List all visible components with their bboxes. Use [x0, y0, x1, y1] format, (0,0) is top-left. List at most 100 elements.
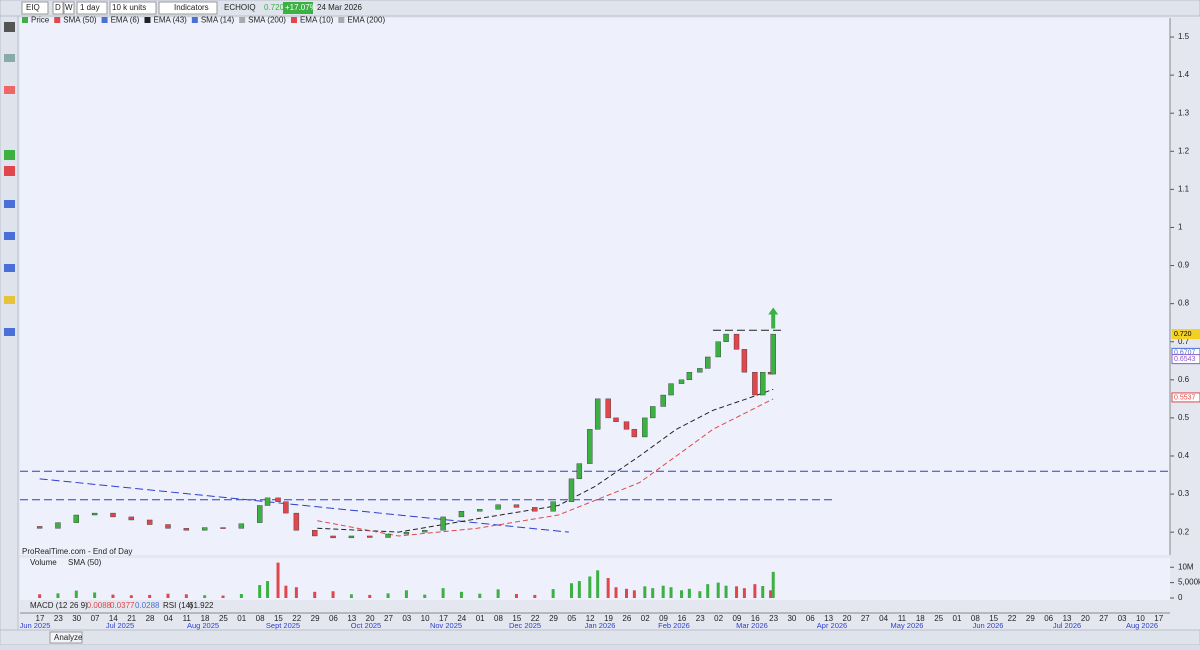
rsi-label: RSI (14) [163, 601, 193, 610]
month-label: Mar 2026 [736, 621, 768, 630]
candle-body [264, 497, 271, 506]
tool-icon[interactable] [4, 328, 15, 336]
volume-bar [38, 594, 42, 598]
candle-body [550, 501, 556, 512]
volume-bar [129, 595, 133, 598]
month-label: Sept 2025 [266, 621, 300, 630]
x-tick-label: 16 [677, 614, 686, 623]
month-label: Feb 2026 [658, 621, 690, 630]
y-tick-label: 1.4 [1178, 70, 1190, 79]
volume-bar [569, 583, 573, 598]
tool-icon[interactable] [4, 296, 15, 304]
volume-bar [669, 587, 673, 598]
candle-body [477, 509, 483, 512]
candle-body [660, 394, 666, 407]
tool-icon[interactable] [4, 232, 15, 240]
moving-average [317, 388, 774, 533]
candle-body [367, 535, 373, 538]
x-tick-label: 14 [109, 614, 118, 623]
daily-button[interactable] [52, 1, 64, 15]
candle-body [723, 333, 729, 342]
tool-icon[interactable] [4, 22, 15, 32]
price-tag-label: 0.6543 [1174, 356, 1196, 363]
x-tick-label: 08 [494, 614, 503, 623]
weekly-button[interactable] [63, 1, 75, 15]
x-tick-label: 06 [1044, 614, 1053, 623]
candle-body [568, 478, 575, 502]
month-label: Nov 2025 [430, 621, 462, 630]
x-tick-label: 20 [366, 614, 375, 623]
x-tick-label: 22 [292, 614, 301, 623]
price-tag [1171, 329, 1200, 340]
candle-body [613, 417, 619, 422]
indicators-box[interactable] [158, 1, 218, 15]
candle-body [183, 528, 190, 531]
price-tag [1171, 392, 1200, 403]
candle-body [312, 530, 318, 537]
analyze-button[interactable] [49, 631, 83, 644]
price-panel [20, 18, 1170, 555]
x-tick-label: 26 [622, 614, 631, 623]
left-toolbar [0, 15, 19, 631]
candle-body [36, 526, 43, 529]
legend-entry: SMA (14) [201, 16, 235, 25]
volume-bar [496, 589, 500, 598]
units: 10 k units [112, 3, 146, 12]
x-tick-label: 04 [164, 614, 173, 623]
volume-bar [724, 585, 728, 598]
candle-body [668, 383, 674, 396]
x-tick-label: 10 [421, 614, 430, 623]
tool-icon[interactable] [4, 166, 15, 176]
candle-body [128, 516, 135, 521]
month-label: Jan 2026 [585, 621, 616, 630]
volume-bar [423, 594, 427, 598]
volume-bar [771, 571, 775, 598]
x-tick-label: 11 [898, 614, 907, 623]
x-tick-label: 27 [384, 614, 393, 623]
tool-icon[interactable] [4, 54, 15, 62]
volume-bar [111, 594, 115, 598]
y-tick-label: 1 [1178, 223, 1183, 232]
volume-legend: Volume [30, 558, 57, 567]
volume-bar [56, 593, 60, 598]
symbol-box[interactable] [21, 1, 49, 15]
tool-icon[interactable] [4, 264, 15, 272]
x-tick-label: 15 [512, 614, 521, 623]
x-tick-label: 24 [457, 614, 466, 623]
x-tick-label: 02 [714, 614, 723, 623]
volume-bar [239, 594, 243, 598]
candle-body [697, 368, 703, 373]
x-tick-label: 29 [311, 614, 320, 623]
x-tick-label: 18 [201, 614, 210, 623]
legend-swatch [239, 17, 246, 23]
tool-icon[interactable] [4, 86, 15, 94]
volume-bar [596, 570, 600, 598]
volume-bar [761, 586, 765, 598]
volume-bar [349, 594, 353, 598]
candle-body [283, 501, 289, 514]
legend-entry: Price [31, 16, 50, 25]
x-tick-label: 17 [1154, 614, 1163, 623]
x-tick-label: 23 [769, 614, 778, 623]
x-tick-label: 22 [531, 614, 540, 623]
volume-tick-label: 10M [1178, 562, 1194, 571]
indicators: Indicators [174, 3, 209, 12]
volume-tick-label: 5,000k [1178, 578, 1200, 587]
period-box[interactable] [76, 1, 108, 15]
last-price: 0.720 [264, 3, 285, 12]
x-tick-label: 20 [1081, 614, 1090, 623]
y-tick-label: 1.5 [1178, 32, 1190, 41]
candle-body [650, 406, 656, 419]
candle-body [686, 371, 693, 381]
month-label: Oct 2025 [351, 621, 381, 630]
volume-bar [459, 591, 463, 598]
candle-body [752, 371, 758, 396]
tool-icon[interactable] [4, 200, 15, 208]
y-tick-label: 0.3 [1178, 489, 1190, 498]
x-tick-label: 23 [54, 614, 63, 623]
tool-icon[interactable] [4, 150, 15, 160]
legend-swatch [144, 17, 151, 23]
x-tick-label: 21 [127, 614, 136, 623]
weekly-label: W [65, 3, 73, 12]
units-box[interactable] [109, 1, 157, 15]
